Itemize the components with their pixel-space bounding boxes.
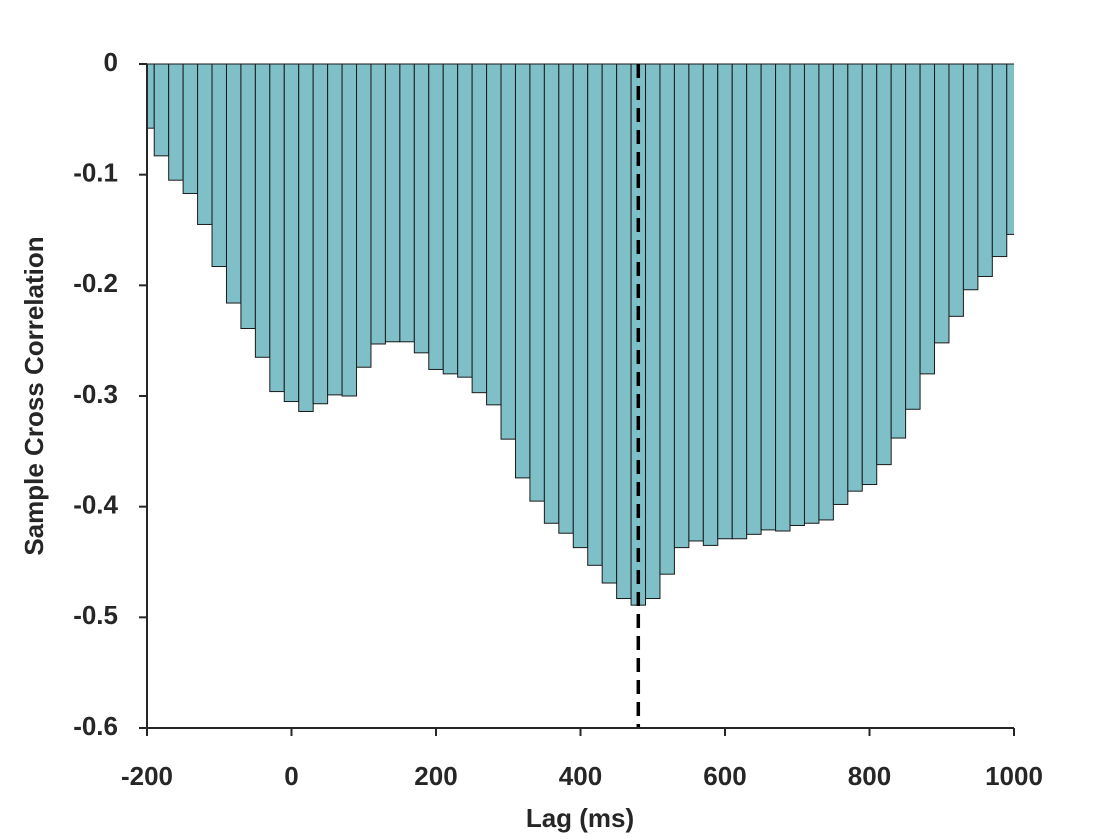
bar bbox=[601, 63, 618, 584]
bar bbox=[168, 63, 184, 181]
bar bbox=[717, 63, 733, 540]
bar bbox=[659, 63, 675, 575]
bar bbox=[514, 63, 531, 479]
bar bbox=[225, 63, 242, 304]
bar bbox=[298, 63, 314, 412]
y-tick-label: -0.1 bbox=[73, 158, 118, 188]
bar bbox=[413, 63, 430, 354]
x-axis-label: Lag (ms) bbox=[526, 803, 634, 833]
bar bbox=[731, 63, 748, 540]
bar bbox=[890, 63, 907, 439]
y-axis-label: Sample Cross Correlation bbox=[19, 236, 49, 555]
bar bbox=[153, 63, 170, 157]
bar bbox=[384, 63, 401, 343]
bar-group bbox=[147, 63, 1014, 606]
bar bbox=[572, 63, 589, 549]
bar bbox=[948, 63, 964, 317]
bar bbox=[500, 63, 516, 440]
bar bbox=[327, 63, 343, 396]
bar bbox=[457, 63, 473, 378]
bar bbox=[789, 63, 805, 526]
y-tick-label: -0.3 bbox=[73, 379, 118, 409]
bar bbox=[991, 63, 1008, 258]
bar bbox=[673, 63, 690, 549]
bar bbox=[341, 63, 358, 397]
bar bbox=[861, 63, 878, 486]
bar bbox=[775, 63, 791, 532]
y-tick-label: -0.2 bbox=[73, 268, 118, 298]
bar bbox=[1006, 63, 1014, 235]
x-tick-label: 1000 bbox=[985, 761, 1043, 791]
bar bbox=[182, 63, 199, 194]
bar bbox=[543, 63, 560, 524]
y-tick-label: -0.5 bbox=[73, 600, 118, 630]
y-tick-label: 0 bbox=[104, 47, 118, 77]
bar bbox=[832, 63, 849, 505]
bar bbox=[702, 63, 719, 546]
bar bbox=[803, 63, 820, 524]
bar bbox=[211, 63, 227, 268]
bar bbox=[977, 63, 993, 277]
bar bbox=[356, 63, 372, 368]
bar bbox=[312, 63, 329, 405]
bar bbox=[529, 63, 545, 502]
bar bbox=[616, 63, 632, 600]
bar bbox=[283, 63, 300, 403]
bar bbox=[905, 63, 921, 410]
bar bbox=[818, 63, 834, 521]
bar bbox=[370, 63, 386, 345]
x-tick-label: -200 bbox=[121, 761, 173, 791]
bar bbox=[442, 63, 459, 375]
bar bbox=[486, 63, 502, 406]
x-tick-label: 600 bbox=[703, 761, 746, 791]
bar bbox=[876, 63, 892, 466]
x-tick-label: 0 bbox=[284, 761, 298, 791]
bar bbox=[847, 63, 863, 492]
bar bbox=[962, 63, 979, 291]
x-tick-label: 200 bbox=[414, 761, 457, 791]
y-tick-label: -0.6 bbox=[73, 711, 118, 741]
bar bbox=[688, 63, 704, 542]
bar bbox=[919, 63, 936, 375]
bar bbox=[428, 63, 444, 370]
bar bbox=[254, 63, 271, 358]
bar bbox=[746, 63, 762, 535]
bar bbox=[269, 63, 285, 393]
y-tick-label: -0.4 bbox=[73, 490, 118, 520]
bar bbox=[760, 63, 777, 531]
x-tick-label: 800 bbox=[848, 761, 891, 791]
bar bbox=[587, 63, 603, 566]
bar bbox=[471, 63, 488, 394]
bar bbox=[934, 63, 950, 344]
bar bbox=[558, 63, 574, 534]
x-tick-label: 400 bbox=[559, 761, 602, 791]
bar bbox=[645, 63, 661, 600]
bar bbox=[399, 63, 415, 343]
bar bbox=[197, 63, 213, 225]
bar bbox=[240, 63, 256, 329]
